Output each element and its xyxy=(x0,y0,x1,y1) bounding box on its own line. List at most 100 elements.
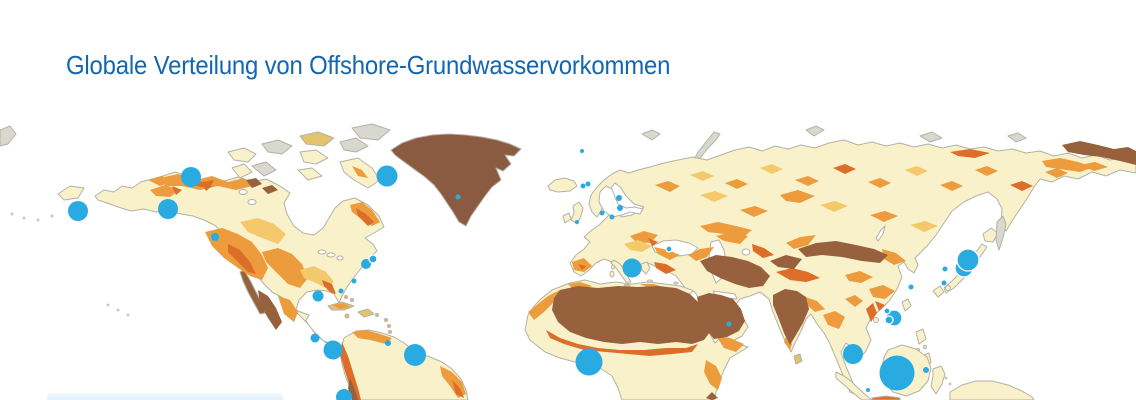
cyprus xyxy=(673,281,679,285)
bahamas-island xyxy=(350,298,354,302)
severnaya-zemlya xyxy=(805,125,825,137)
offshore-groundwater-marker-baffin-bay xyxy=(376,165,398,187)
canadian-lake xyxy=(247,199,257,205)
arctic-island xyxy=(261,139,293,155)
antilles-island xyxy=(388,330,392,334)
offshore-groundwater-marker-gulf-of-mexico xyxy=(312,290,324,302)
offshore-groundwater-marker-norway-coast-1 xyxy=(580,183,586,189)
antilles-island xyxy=(384,318,388,322)
great-lake xyxy=(326,252,336,258)
puerto-rico xyxy=(375,313,379,317)
new-siberian-islands xyxy=(919,131,943,143)
offshore-groundwater-marker-denmark-coast xyxy=(599,210,605,216)
offshore-groundwater-marker-pearl-river-delta xyxy=(884,315,894,325)
iceland xyxy=(547,177,578,193)
offshore-groundwater-marker-sumatra-coast xyxy=(866,388,870,392)
canadian-lake xyxy=(238,189,248,195)
new-guinea xyxy=(949,380,1035,400)
greenland xyxy=(390,133,522,227)
offshore-groundwater-marker-south-japan xyxy=(941,280,947,286)
taiwan xyxy=(901,298,912,312)
sumatra xyxy=(835,371,873,400)
offshore-groundwater-marker-north-sea xyxy=(575,220,579,224)
sardinia xyxy=(609,270,615,278)
offshore-groundwater-marker-norway-coast-2 xyxy=(585,181,591,187)
baja-california xyxy=(239,269,266,315)
chukotka-tip xyxy=(57,185,85,201)
sakhalin xyxy=(995,215,1007,251)
corsica xyxy=(611,264,615,270)
offshore-groundwater-marker-east-china-sea xyxy=(908,284,914,290)
offshore-groundwater-marker-eastern-mediterranean xyxy=(622,258,642,278)
offshore-groundwater-marker-gulf-of-finland xyxy=(617,205,623,211)
arctic-island xyxy=(299,131,335,147)
offshore-groundwater-marker-peru-coast xyxy=(336,389,352,400)
offshore-groundwater-marker-us-west-coast xyxy=(211,233,219,241)
offshore-groundwater-marker-panama-colombia xyxy=(323,340,343,360)
offshore-groundwater-marker-amazon-mouth xyxy=(404,344,426,366)
page-title: Globale Verteilung von Offshore-Grundwas… xyxy=(66,50,671,80)
luzon xyxy=(915,328,927,345)
offshore-groundwater-marker-south-baltic xyxy=(609,214,615,220)
hokkaido xyxy=(982,227,999,243)
offshore-groundwater-marker-sulawesi xyxy=(923,367,929,373)
sulawesi xyxy=(930,365,946,395)
kyushu xyxy=(932,285,945,298)
arctic-island xyxy=(339,137,369,153)
chukotka-fragment xyxy=(0,125,17,147)
offshore-groundwater-marker-java-sea-indonesia xyxy=(879,355,915,391)
offshore-groundwater-marker-mid-atlantic-coast xyxy=(351,278,357,284)
jamaica xyxy=(344,313,350,319)
banks-island xyxy=(231,163,253,179)
offshore-groundwater-marker-bering-sea xyxy=(68,201,88,221)
offshore-groundwater-marker-gulf-of-bothnia xyxy=(616,195,622,201)
baltic-sea xyxy=(598,185,644,218)
offshore-groundwater-marker-persian-gulf xyxy=(726,321,732,327)
offshore-groundwater-marker-japan-pacific xyxy=(956,248,980,272)
ireland xyxy=(562,212,572,224)
arid-light-patches xyxy=(240,164,938,288)
arctic-island xyxy=(227,147,257,163)
sri-lanka xyxy=(793,353,803,365)
offshore-groundwater-marker-taiwan-strait xyxy=(883,307,891,315)
arctic-island xyxy=(297,167,323,181)
offshore-groundwater-marker-sea-of-japan xyxy=(942,266,948,272)
offshore-markers-layer xyxy=(68,149,980,400)
crete xyxy=(647,279,653,283)
great-britain xyxy=(570,201,584,225)
offshore-groundwater-marker-black-sea xyxy=(665,245,673,253)
hainan xyxy=(873,317,879,323)
aral-sea xyxy=(741,248,751,256)
great-lake xyxy=(317,249,327,255)
offshore-groundwater-marker-gulf-of-guinea xyxy=(575,348,603,376)
hispaniola xyxy=(357,308,375,318)
offshore-groundwater-marker-gulf-of-alaska xyxy=(158,199,178,219)
offshore-groundwater-marker-norwegian-sea xyxy=(580,149,584,153)
offshore-groundwater-marker-florida xyxy=(338,288,344,294)
antilles-island xyxy=(387,324,391,328)
offshore-groundwater-marker-us-east-coast xyxy=(361,259,371,269)
ellesmere-island xyxy=(351,123,391,141)
south-america xyxy=(339,329,469,400)
greece xyxy=(640,261,651,275)
small-islands xyxy=(10,212,952,386)
offshore-groundwater-marker-central-america-pacific xyxy=(310,333,320,343)
bahamas-island xyxy=(344,295,348,299)
offshore-groundwater-marker-south-greenland xyxy=(455,194,461,200)
novaya-zemlya xyxy=(694,131,721,159)
lake-baikal xyxy=(875,225,886,242)
offshore-groundwater-marker-gulf-of-thailand xyxy=(843,344,863,364)
svalbard xyxy=(641,129,661,141)
shikoku xyxy=(945,285,951,291)
great-lake xyxy=(336,255,344,261)
offshore-groundwater-marker-beaufort-sea xyxy=(181,167,201,187)
offshore-groundwater-marker-trinidad xyxy=(385,340,391,346)
arid-extreme-patches xyxy=(246,141,1136,400)
java-fragment xyxy=(871,395,901,400)
legend-box-fragment xyxy=(47,393,283,400)
arctic-island xyxy=(299,149,329,165)
offshore-groundwater-marker-new-england xyxy=(368,254,378,264)
wrangel-island xyxy=(1007,132,1027,143)
